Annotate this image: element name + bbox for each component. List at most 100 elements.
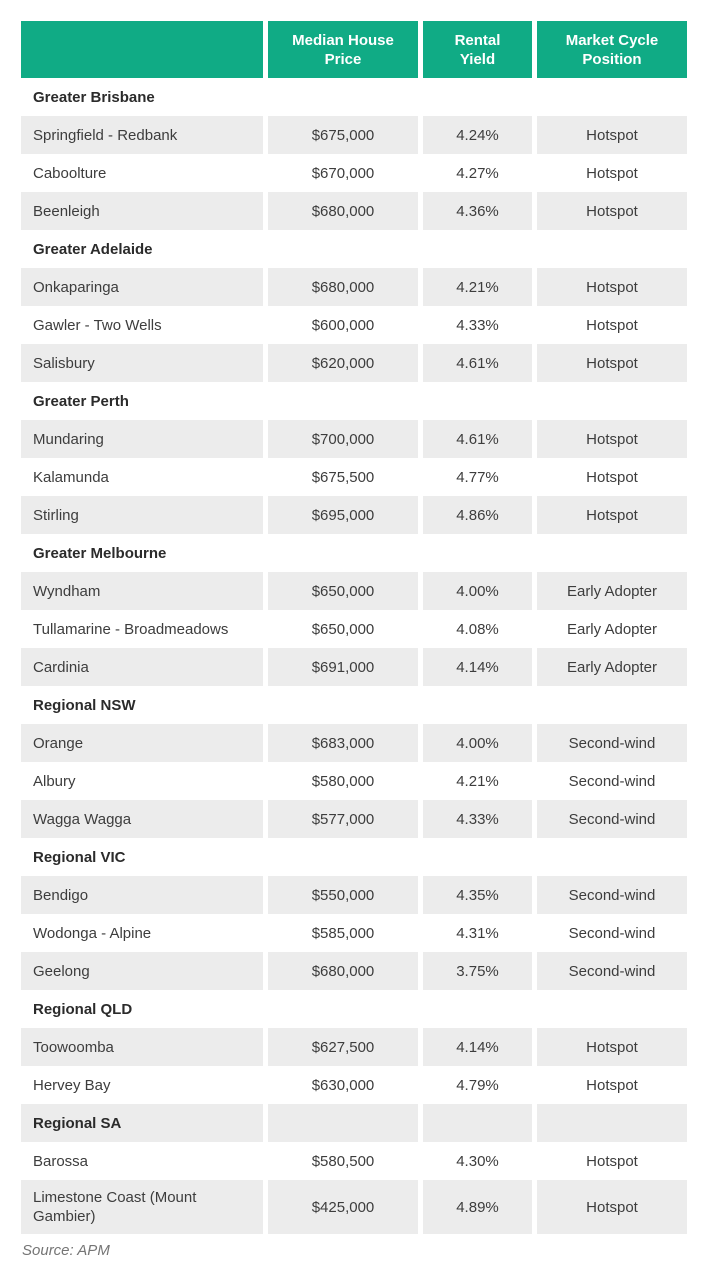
median-price-cell: $650,000 <box>268 572 418 610</box>
market-cycle-cell: Early Adopter <box>537 572 687 610</box>
median-price-cell: $577,000 <box>268 800 418 838</box>
median-price-cell: $691,000 <box>268 648 418 686</box>
market-cycle-cell: Hotspot <box>586 1152 638 1170</box>
table-row: Orange $683,000 4.00% Second-wind <box>21 724 687 762</box>
group-header-row: Greater Perth <box>21 382 687 420</box>
region-name-cell: Gawler - Two Wells <box>33 316 162 334</box>
median-price-cell: $670,000 <box>311 164 375 182</box>
median-price-cell: $683,000 <box>268 724 418 762</box>
market-table: Median House Price Rental Yield Market C… <box>21 21 687 1259</box>
rental-yield-cell: 4.33% <box>456 316 499 334</box>
rental-yield-cell: 4.35% <box>423 876 532 914</box>
empty-cell <box>423 686 532 724</box>
empty-cell <box>268 534 418 572</box>
median-price-cell: $425,000 <box>268 1180 418 1234</box>
empty-cell <box>423 1104 532 1142</box>
table-row: Gawler - Two Wells $600,000 4.33% Hotspot <box>21 306 687 344</box>
market-cycle-cell: Second-wind <box>568 924 656 942</box>
region-name-cell: Hervey Bay <box>33 1076 111 1094</box>
table-row: Limestone Coast (Mount Gambier) $425,000 4… <box>21 1180 687 1234</box>
market-cycle-cell: Hotspot <box>586 1076 638 1094</box>
group-header-row: Regional SA <box>21 1104 687 1142</box>
group-label: Regional NSW <box>33 696 136 714</box>
rental-yield-cell: 4.30% <box>456 1152 499 1170</box>
median-price-cell: $600,000 <box>311 316 375 334</box>
group-label: Regional VIC <box>33 848 126 866</box>
market-cycle-cell: Second-wind <box>537 876 687 914</box>
market-cycle-cell: Hotspot <box>537 496 687 534</box>
rental-yield-cell: 4.27% <box>456 164 499 182</box>
region-name-cell: Stirling <box>21 496 263 534</box>
empty-cell <box>537 686 687 724</box>
table-body: Greater Brisbane Springfield - Redbank $67… <box>21 78 687 1234</box>
rental-yield-cell: 4.21% <box>423 268 532 306</box>
table-row: Springfield - Redbank $675,000 4.24% Hotspo… <box>21 116 687 154</box>
median-price-cell: $580,500 <box>311 1152 375 1170</box>
region-name-cell: Bendigo <box>21 876 263 914</box>
empty-cell <box>268 230 418 268</box>
market-cycle-cell: Early Adopter <box>537 648 687 686</box>
empty-cell <box>268 78 418 116</box>
region-name-cell: Beenleigh <box>21 192 263 230</box>
market-cycle-cell: Second-wind <box>537 952 687 990</box>
table-row: Tullamarine - Broadmeadows $650,000 4.08% E… <box>21 610 687 648</box>
region-name-cell: Springfield - Redbank <box>21 116 263 154</box>
rental-yield-cell: 4.21% <box>456 772 499 790</box>
empty-cell <box>423 230 532 268</box>
market-cycle-cell: Second-wind <box>537 724 687 762</box>
table-row: Albury $580,000 4.21% Second-wind <box>21 762 687 800</box>
group-header-row: Regional VIC <box>21 838 687 876</box>
market-cycle-cell: Hotspot <box>537 268 687 306</box>
table-header-row: Median House Price Rental Yield Market C… <box>21 21 687 78</box>
table-row: Stirling $695,000 4.86% Hotspot <box>21 496 687 534</box>
rental-yield-cell: 4.77% <box>456 468 499 486</box>
region-name-cell: Mundaring <box>21 420 263 458</box>
rental-yield-cell: 4.86% <box>423 496 532 534</box>
market-cycle-cell: Early Adopter <box>566 620 658 638</box>
group-label: Greater Melbourne <box>33 544 167 562</box>
market-cycle-cell: Hotspot <box>537 116 687 154</box>
region-name-cell: Wagga Wagga <box>21 800 263 838</box>
table-row: Wyndham $650,000 4.00% Early Adopter <box>21 572 687 610</box>
header-cell-median-price: Median House Price <box>268 21 418 78</box>
empty-cell <box>268 686 418 724</box>
empty-cell <box>268 1104 418 1142</box>
group-label: Regional QLD <box>33 1000 133 1018</box>
region-name-cell: Orange <box>21 724 263 762</box>
median-price-cell: $675,000 <box>268 116 418 154</box>
region-name-cell: Wyndham <box>21 572 263 610</box>
region-name-cell: Barossa <box>33 1152 89 1170</box>
table-row: Geelong $680,000 3.75% Second-wind <box>21 952 687 990</box>
region-name-cell: Caboolture <box>33 164 107 182</box>
market-cycle-cell: Hotspot <box>537 1180 687 1234</box>
rental-yield-cell: 4.61% <box>423 420 532 458</box>
header-cell-market-cycle: Market Cycle Position <box>537 21 687 78</box>
market-cycle-cell: Hotspot <box>586 468 638 486</box>
median-price-cell: $675,500 <box>311 468 375 486</box>
empty-cell <box>537 1104 687 1142</box>
market-cycle-cell: Hotspot <box>537 192 687 230</box>
rental-yield-cell: 4.14% <box>423 1028 532 1066</box>
rental-yield-cell: 4.08% <box>456 620 499 638</box>
table-row: Onkaparinga $680,000 4.21% Hotspot <box>21 268 687 306</box>
median-price-cell: $680,000 <box>268 268 418 306</box>
region-name-cell: Kalamunda <box>33 468 109 486</box>
group-header-row: Greater Melbourne <box>21 534 687 572</box>
table-row: Caboolture $670,000 4.27% Hotspot <box>21 154 687 192</box>
market-cycle-cell: Hotspot <box>537 1028 687 1066</box>
empty-cell <box>423 534 532 572</box>
market-cycle-cell: Hotspot <box>586 164 638 182</box>
group-label: Regional SA <box>21 1104 263 1142</box>
median-price-cell: $585,000 <box>311 924 375 942</box>
empty-cell <box>537 382 687 420</box>
header-cell-region <box>21 21 263 78</box>
rental-yield-cell: 4.31% <box>456 924 499 942</box>
region-name-cell: Cardinia <box>21 648 263 686</box>
table-row: Kalamunda $675,500 4.77% Hotspot <box>21 458 687 496</box>
table-row: Hervey Bay $630,000 4.79% Hotspot <box>21 1066 687 1104</box>
median-price-cell: $680,000 <box>268 192 418 230</box>
market-cycle-cell: Hotspot <box>537 420 687 458</box>
rental-yield-cell: 4.36% <box>423 192 532 230</box>
empty-cell <box>423 838 532 876</box>
median-price-cell: $695,000 <box>268 496 418 534</box>
